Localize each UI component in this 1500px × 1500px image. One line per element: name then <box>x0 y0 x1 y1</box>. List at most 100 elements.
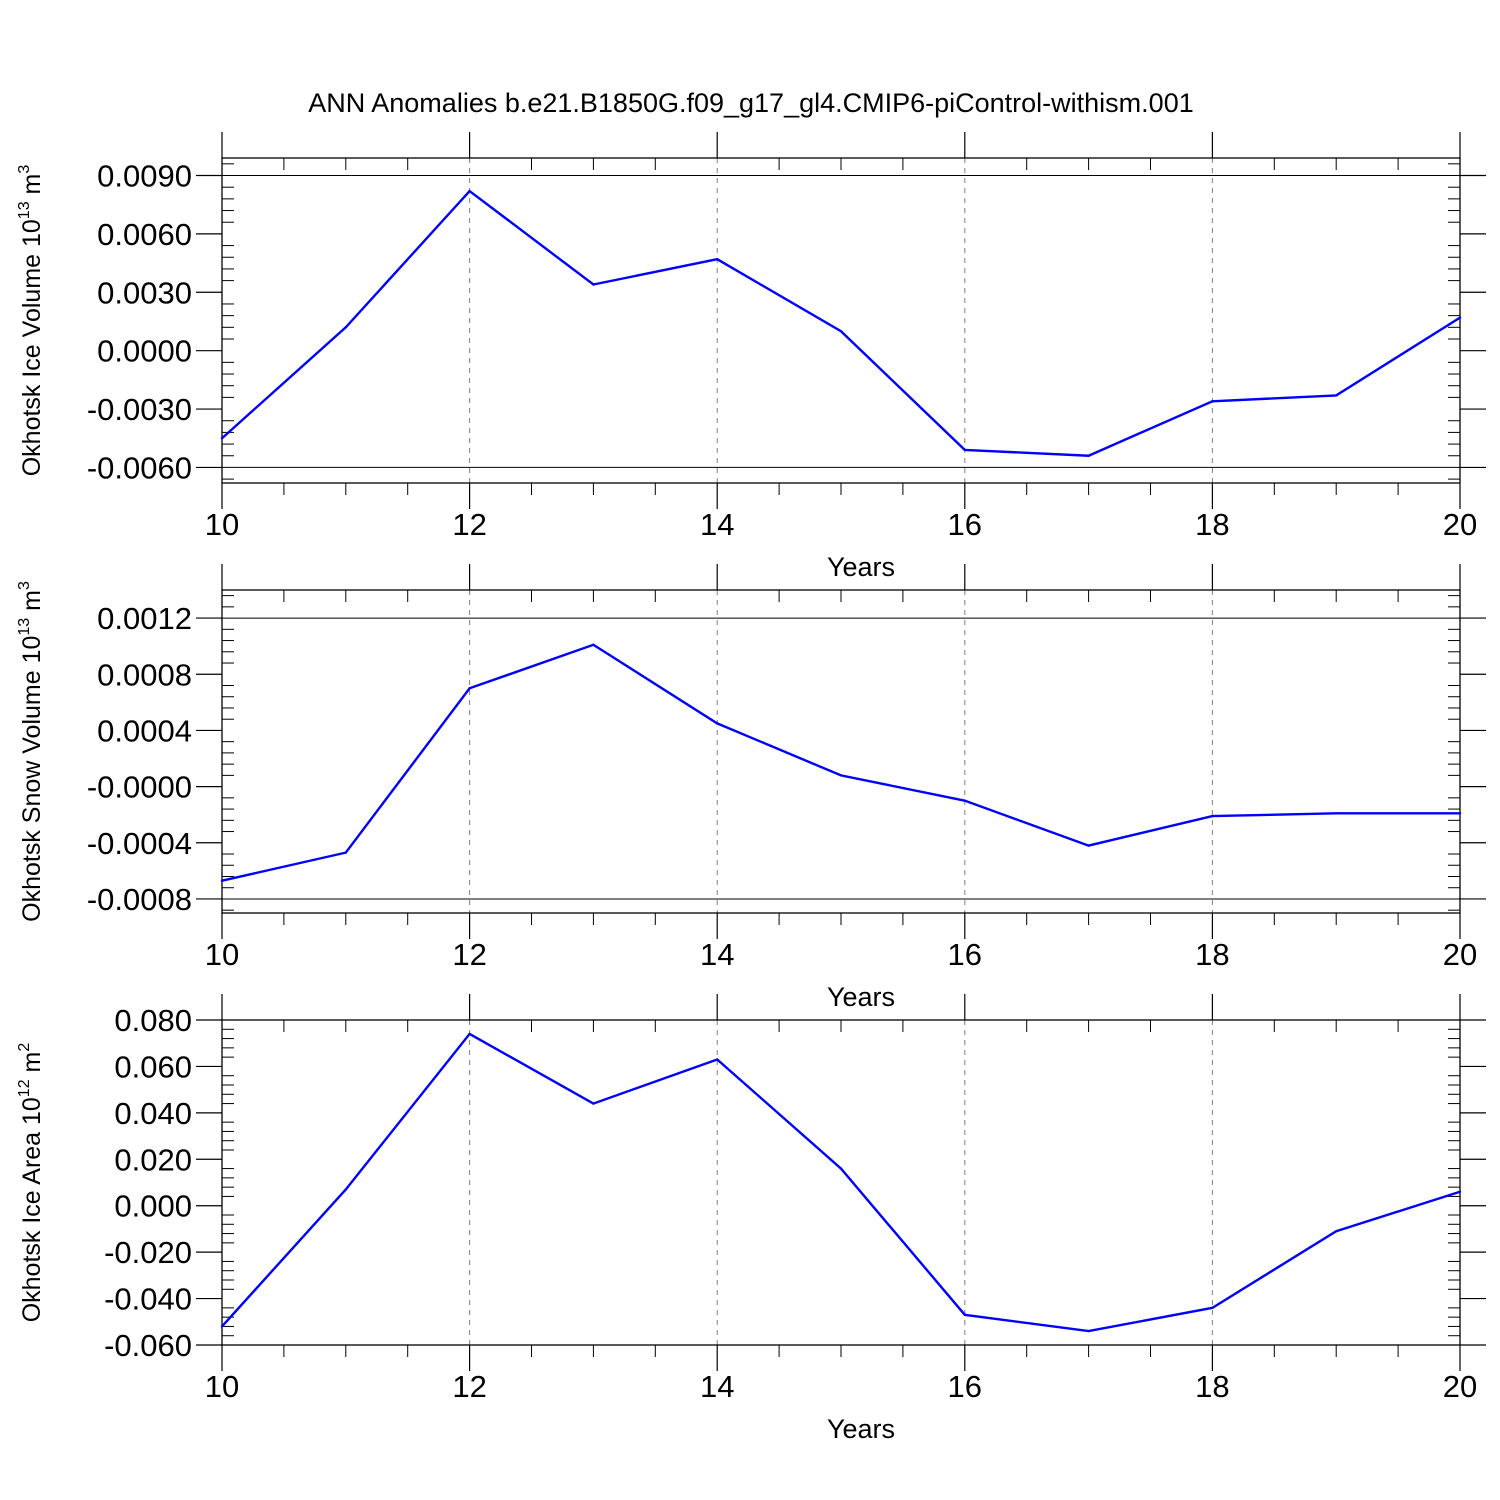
panel-3: -0.060 -0.040 -0.020 0.000 0.020 0.040 0.060 0.… <box>16 994 1486 1444</box>
y-axis-label-unit: m <box>18 1052 46 1080</box>
data-point <box>592 1102 595 1105</box>
y-tick-label: 0.0012 <box>97 601 192 636</box>
y-tick-label: 0.080 <box>114 1003 192 1038</box>
data-point <box>1211 400 1214 403</box>
y-axis-label-unit: m <box>18 174 46 202</box>
data-point <box>1458 812 1462 815</box>
y-axis-label-main: Okhotsk Snow Volume 10 <box>18 636 46 922</box>
data-point <box>1211 814 1214 818</box>
data-point <box>1335 394 1338 397</box>
x-tick-label: 18 <box>1195 937 1229 972</box>
x-tick-label: 12 <box>452 507 486 542</box>
y-tick-label: -0.0004 <box>87 826 192 861</box>
data-point <box>592 283 595 286</box>
y-axis-label-unit-exponent: 2 <box>16 1043 33 1052</box>
y-axis-label-unit-exponent: 3 <box>16 165 33 174</box>
x-tick-label: 14 <box>700 507 734 542</box>
y-axis-label-main: Okhotsk Ice Volume 10 <box>18 219 46 476</box>
y-tick-label: 0.0000 <box>97 334 192 369</box>
y-tick-label: 0.060 <box>114 1049 192 1084</box>
y-tick-label: 0.000 <box>114 1189 192 1224</box>
data-point <box>1458 1190 1462 1193</box>
data-point <box>963 799 966 802</box>
y-tick-label: 0.0008 <box>97 657 192 692</box>
x-tick-label: 12 <box>452 1369 486 1404</box>
y-tick-label: -0.020 <box>104 1235 192 1270</box>
data-point <box>839 774 843 777</box>
x-tick-label: 16 <box>948 507 982 542</box>
x-axis-label: Years <box>827 1414 895 1444</box>
y-tick-label: 0.0030 <box>97 275 192 310</box>
data-point <box>344 1188 347 1191</box>
data-point <box>592 643 595 646</box>
data-point <box>716 257 719 261</box>
data-point <box>220 437 224 440</box>
x-tick-label: 16 <box>948 937 982 972</box>
x-tick-label: 10 <box>205 937 239 972</box>
x-tick-label: 10 <box>205 1369 239 1404</box>
x-tick-label: 10 <box>205 507 239 542</box>
series-line <box>221 643 1460 882</box>
plot-frame <box>221 1019 1461 1346</box>
data-point <box>839 330 843 333</box>
plot-frame <box>221 589 1461 914</box>
data-point <box>1087 844 1090 847</box>
y-axis-label-exponent: 13 <box>16 201 33 219</box>
data-point <box>468 1032 471 1036</box>
data-point <box>716 1058 719 1061</box>
x-axis-label: Years <box>827 982 895 1012</box>
y-tick-label: 0.040 <box>114 1096 192 1131</box>
y-axis-label: Okhotsk Snow Volume 1013 m3 <box>16 581 46 922</box>
y-axis-label-main: Okhotsk Ice Area 10 <box>18 1097 46 1322</box>
data-point <box>220 879 224 882</box>
plot-frame <box>221 157 1461 484</box>
y-tick-label: -0.0060 <box>87 450 192 485</box>
data-point <box>963 1313 966 1317</box>
data-point <box>468 687 471 690</box>
y-axis-label: Okhotsk Ice Area 1012 m2 <box>16 1043 46 1323</box>
series-line <box>221 1032 1461 1333</box>
x-tick-label: 20 <box>1443 937 1477 972</box>
data-point <box>344 851 347 854</box>
y-tick-label: 0.020 <box>114 1142 192 1177</box>
y-tick-label: -0.0008 <box>87 882 192 917</box>
data-point <box>963 448 966 452</box>
y-tick-label: -0.040 <box>104 1282 192 1317</box>
panel-2: -0.0008 -0.0004 -0.0000 0.0004 0.0008 0.0012 1… <box>16 564 1486 1012</box>
data-point <box>220 1325 224 1328</box>
y-axis-label-exponent: 12 <box>16 1079 33 1097</box>
y-tick-label: -0.060 <box>104 1328 192 1363</box>
data-point <box>1335 1230 1338 1233</box>
x-tick-label: 14 <box>700 937 734 972</box>
data-point <box>839 1167 843 1170</box>
data-point <box>344 326 347 329</box>
y-tick-label: 0.0004 <box>97 713 192 748</box>
y-tick-label: -0.0030 <box>87 392 192 427</box>
data-point <box>716 722 719 725</box>
y-tick-label: 0.0060 <box>97 217 192 252</box>
series-line <box>221 189 1461 457</box>
data-point <box>1087 1329 1090 1333</box>
x-tick-label: 14 <box>700 1369 734 1404</box>
data-point <box>1458 316 1462 319</box>
x-tick-label: 20 <box>1443 1369 1477 1404</box>
x-axis-label: Years <box>827 552 895 582</box>
x-tick-label: 16 <box>948 1369 982 1404</box>
y-axis-label-unit: m <box>18 590 46 618</box>
x-tick-label: 20 <box>1443 507 1477 542</box>
y-tick-label: -0.0000 <box>87 770 192 805</box>
panel-1: -0.0060 -0.0030 0.0000 0.0030 0.0060 0.0090 10… <box>16 132 1486 582</box>
x-tick-label: 18 <box>1195 1369 1229 1404</box>
y-axis-label-unit-exponent: 3 <box>16 581 33 590</box>
data-point <box>468 189 471 193</box>
data-point <box>1087 454 1090 457</box>
figure-title: ANN Anomalies b.e21.B1850G.f09_g17_gl4.C… <box>308 88 1193 118</box>
y-tick-label: 0.0090 <box>97 159 192 194</box>
y-axis-label-exponent: 13 <box>16 618 33 636</box>
x-tick-label: 12 <box>452 937 486 972</box>
data-point <box>1211 1306 1214 1310</box>
y-axis-label: Okhotsk Ice Volume 1013 m3 <box>16 165 46 477</box>
x-tick-label: 18 <box>1195 507 1229 542</box>
data-point <box>1335 812 1338 815</box>
